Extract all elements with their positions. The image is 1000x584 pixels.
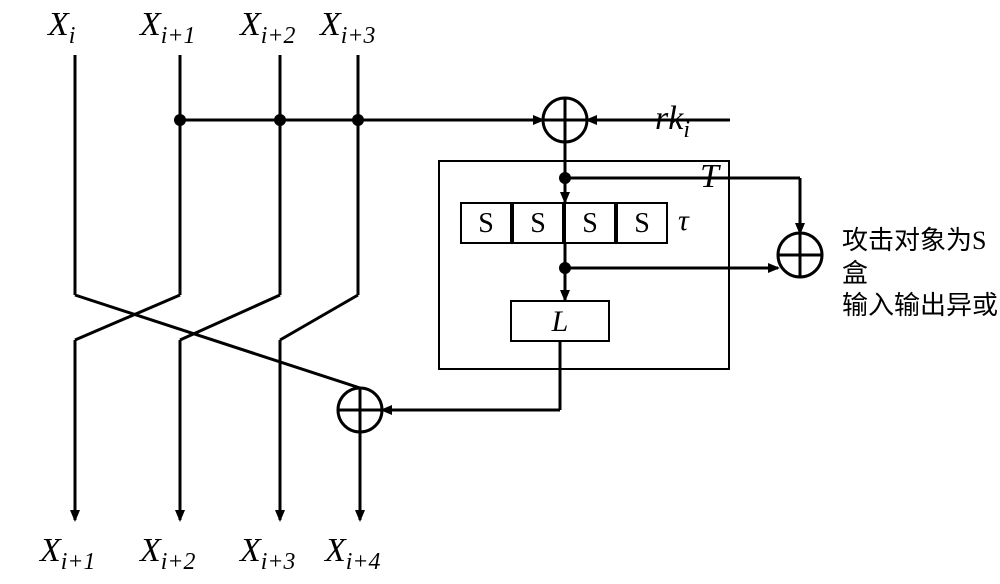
tau-label: τ (678, 204, 689, 238)
input-label-xi3: Xi+3 (320, 6, 375, 44)
xor-node-right (778, 233, 822, 277)
xor-node-bottom (338, 388, 382, 432)
annotation-cn: 攻击对象为S盒 输入输出异或 (842, 225, 1000, 323)
edge (280, 295, 358, 340)
output-label-xi4: Xi+4 (325, 532, 380, 570)
edge (75, 295, 180, 340)
edge (75, 295, 360, 388)
t-label: T (700, 158, 719, 196)
output-label-xi3: Xi+3 (240, 532, 295, 570)
junction-dot (274, 114, 286, 126)
output-label-xi2: Xi+2 (140, 532, 195, 570)
l-box: L (510, 300, 610, 342)
junction-dot (174, 114, 186, 126)
input-label-xi2: Xi+2 (240, 6, 295, 44)
junction-dot (352, 114, 364, 126)
sbox-cell-2: S (564, 202, 616, 244)
input-label-xi1: Xi+1 (140, 6, 195, 44)
cipher-round-diagram: Xi Xi+1 Xi+2 Xi+3 Xi+1 Xi+2 Xi+3 Xi+4 rk… (0, 0, 1000, 584)
output-label-xi1: Xi+1 (40, 532, 95, 570)
edge (180, 295, 280, 340)
sbox-cell-3: S (616, 202, 668, 244)
rk-label: rki (655, 100, 690, 138)
input-label-xi: Xi (48, 6, 75, 44)
sbox-cell-0: S (460, 202, 512, 244)
xor-node-top (543, 98, 587, 142)
sbox-cell-1: S (512, 202, 564, 244)
